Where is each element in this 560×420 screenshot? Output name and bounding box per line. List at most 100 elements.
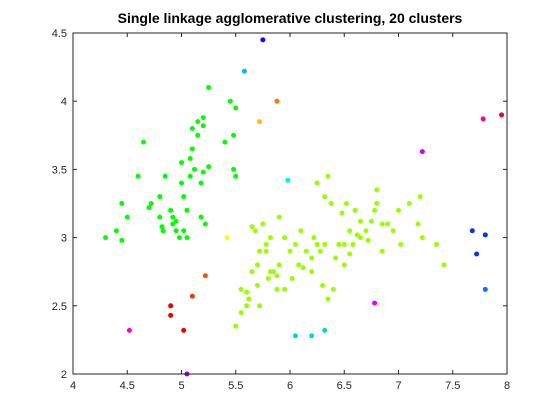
- data-point: [350, 241, 356, 247]
- data-point: [198, 180, 204, 186]
- data-point: [173, 228, 179, 234]
- x-tick-label: 7.5: [445, 380, 460, 392]
- data-point: [417, 194, 423, 200]
- data-point: [363, 228, 369, 234]
- data-point: [168, 312, 174, 318]
- data-point: [254, 262, 260, 268]
- data-point: [419, 235, 425, 241]
- data-point: [189, 125, 195, 131]
- data-point: [314, 180, 320, 186]
- data-point: [206, 85, 212, 91]
- data-point: [317, 248, 323, 254]
- data-point: [126, 327, 132, 333]
- data-point: [231, 166, 237, 172]
- data-point: [176, 235, 182, 241]
- data-point: [198, 214, 204, 220]
- data-point: [396, 207, 401, 213]
- data-point: [368, 218, 374, 224]
- data-point: [339, 210, 345, 216]
- data-point: [238, 310, 244, 316]
- data-point: [271, 269, 277, 275]
- data-point: [499, 112, 505, 118]
- x-tick-label: 5: [178, 380, 184, 392]
- data-point: [200, 169, 206, 175]
- data-point: [148, 201, 154, 206]
- data-point: [287, 248, 293, 254]
- x-tick-label: 4: [70, 380, 76, 392]
- data-point: [333, 255, 339, 261]
- data-point: [246, 296, 252, 302]
- data-point: [282, 286, 288, 292]
- data-point: [300, 265, 306, 271]
- data-point: [160, 228, 166, 234]
- data-point: [168, 303, 174, 309]
- data-point: [292, 333, 298, 339]
- data-point: [179, 160, 184, 166]
- data-point: [314, 241, 320, 247]
- data-point: [358, 218, 364, 224]
- x-tick-label: 6: [287, 380, 293, 392]
- data-point: [170, 214, 176, 220]
- data-point: [187, 173, 193, 179]
- data-point: [241, 68, 247, 74]
- data-point: [365, 237, 371, 243]
- data-point: [274, 286, 280, 292]
- data-point: [202, 221, 208, 227]
- data-point: [469, 228, 475, 234]
- data-point: [162, 173, 168, 179]
- data-point: [157, 214, 163, 220]
- data-point: [231, 132, 237, 138]
- data-point: [441, 262, 447, 268]
- y-tick-label: 3.5: [52, 164, 67, 176]
- y-tick-label: 4: [61, 96, 67, 108]
- data-point: [309, 255, 315, 261]
- data-point: [233, 323, 239, 329]
- data-point: [222, 139, 228, 145]
- data-point: [415, 221, 421, 227]
- data-point: [390, 228, 396, 234]
- data-point: [322, 241, 328, 247]
- data-point: [189, 146, 195, 152]
- data-point: [263, 248, 269, 254]
- data-point: [325, 296, 331, 302]
- data-point: [398, 241, 404, 247]
- data-point: [263, 241, 269, 247]
- data-point: [192, 166, 198, 172]
- data-point: [195, 119, 201, 125]
- data-point: [406, 201, 412, 206]
- data-point: [252, 228, 258, 234]
- data-point: [254, 282, 260, 288]
- data-point: [343, 201, 349, 206]
- x-tick-label: 4.5: [120, 380, 135, 392]
- data-point: [249, 224, 255, 230]
- data-point: [159, 224, 165, 230]
- data-point: [233, 173, 239, 179]
- data-point: [181, 194, 187, 200]
- data-points: [103, 37, 505, 377]
- data-point: [113, 228, 119, 234]
- y-tick-label: 3: [61, 233, 67, 245]
- data-point: [244, 303, 250, 309]
- data-point: [189, 293, 195, 299]
- data-point: [141, 139, 147, 145]
- data-point: [260, 37, 266, 43]
- data-point: [296, 262, 302, 268]
- data-point: [274, 273, 280, 279]
- data-point: [474, 251, 480, 257]
- data-point: [322, 194, 328, 200]
- data-point: [224, 235, 230, 241]
- data-point: [103, 235, 109, 241]
- data-point: [119, 201, 125, 206]
- data-point: [347, 228, 353, 234]
- data-point: [379, 248, 385, 254]
- data-point: [173, 218, 179, 224]
- data-point: [385, 221, 391, 227]
- data-point: [276, 214, 282, 220]
- data-point: [274, 98, 280, 104]
- data-point: [206, 164, 212, 170]
- data-point: [292, 241, 298, 247]
- data-point: [358, 235, 364, 241]
- data-point: [480, 116, 486, 122]
- data-point: [352, 207, 358, 213]
